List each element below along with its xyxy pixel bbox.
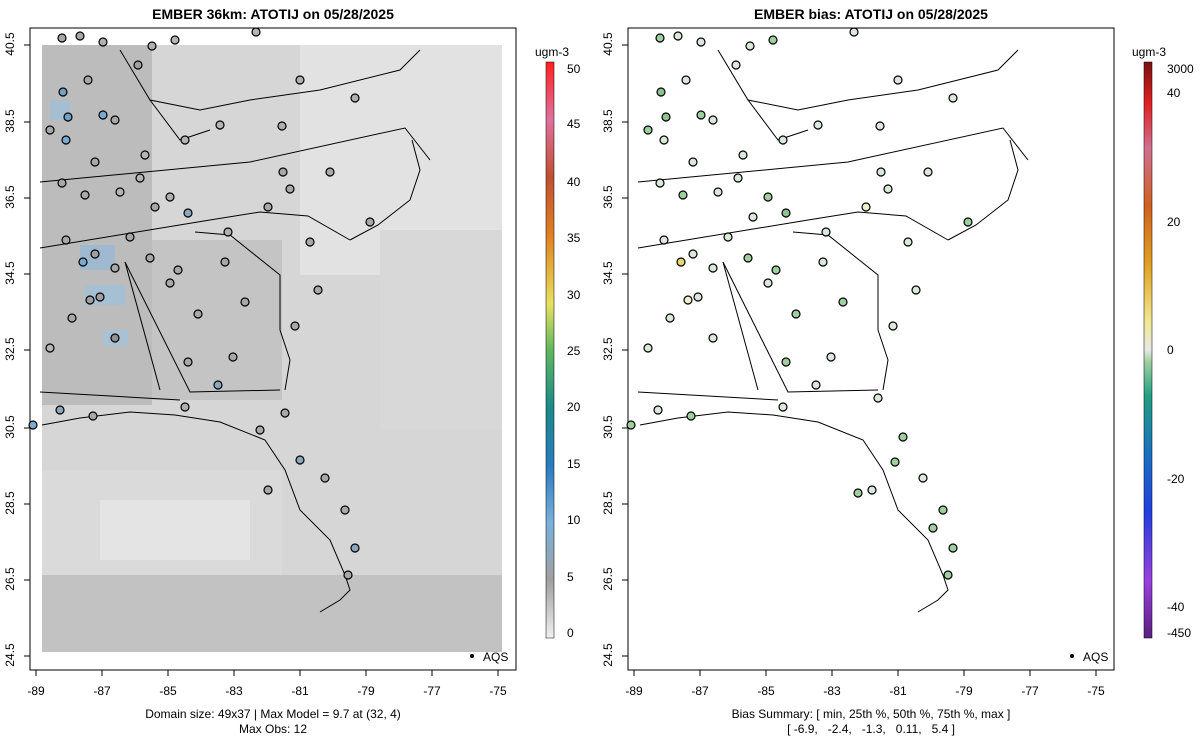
right-colorbar-tick: 20 [1167,215,1181,229]
right-x-tick-label: -79 [955,684,973,698]
right-colorbar-tick: 0 [1167,343,1174,357]
left-colorbar-tick: 25 [567,344,581,358]
left-x-tick-label: -77 [423,684,441,698]
left-colorbar-tick: 50 [567,62,581,76]
left-x-tick-label: -81 [291,684,309,698]
right-y-tick-label: 36.5 [601,185,615,209]
left-colorbar-tick: 35 [567,231,581,245]
right-x-tick-label: -81 [889,684,907,698]
left-x-tick-label: -75 [489,684,507,698]
left-x-ticks [35,670,499,676]
right-colorbar-tick: -20 [1167,472,1185,486]
right-x-tick-label: -83 [823,684,841,698]
left-colorbar-tick: 10 [567,513,581,527]
left-y-ticks [24,44,30,657]
left-sites [28,27,375,580]
left-colorbar-tick: 15 [567,457,581,471]
right-colorbar-tick: 3000 [1167,62,1194,76]
right-x-tick-label: -87 [691,684,709,698]
right-x-tick-label: -85 [757,684,775,698]
right-sites [626,27,973,580]
right-colorbar-tick: -40 [1167,600,1185,614]
right-footer-line1: Bias Summary: [ min, 25th %, 50th %, 75t… [731,707,1011,721]
left-x-tick-label: -87 [93,684,111,698]
right-boundaries [637,49,1029,613]
right-panel-title: EMBER bias: ATOTIJ on 05/28/2025 [754,6,988,22]
right-x-tick-label: -75 [1087,684,1105,698]
right-y-tick-label: 34.5 [601,261,615,285]
right-y-tick-label: 32.5 [601,337,615,361]
left-legend-label: AQS [483,650,509,664]
left-footer-line2: Max Obs: 12 [238,722,308,736]
right-colorbar-tick: 40 [1167,86,1181,100]
left-colorbar-tick: 40 [567,175,581,189]
left-model-grid [42,45,502,652]
left-colorbar-tick: 45 [567,117,581,131]
left-x-tick-label: -79 [357,684,375,698]
left-panel-title: EMBER 36km: ATOTIJ on 05/28/2025 [152,6,394,22]
right-colorbar [1143,61,1153,639]
left-x-tick-label: -85 [159,684,177,698]
left-colorbar-tick: 0 [567,626,574,640]
right-legend-marker [1070,654,1074,658]
left-colorbar-tick: 20 [567,400,581,414]
left-boundaries [39,49,431,613]
right-y-tick-label: 26.5 [601,567,615,591]
left-footer-line1: Domain size: 49x37 | Max Model = 9.7 at … [145,707,401,721]
left-colorbar-tick: 30 [567,288,581,302]
left-x-tick-label: -89 [27,684,45,698]
right-y-tick-label: 24.5 [601,643,615,667]
right-x-tick-label: -89 [625,684,643,698]
right-legend-label: AQS [1083,650,1109,664]
left-legend-marker [470,654,474,658]
right-x-tick-label: -77 [1021,684,1039,698]
left-colorbar-unit: ugm-3 [535,45,570,59]
left-colorbar [545,61,555,639]
left-x-tick-label: -83 [225,684,243,698]
right-y-tick-label: 40.5 [601,32,615,56]
right-y-tick-label: 30.5 [601,415,615,439]
left-colorbar-tick: 5 [567,570,574,584]
right-colorbar-unit: ugm-3 [1132,45,1167,59]
right-y-tick-label: 28.5 [601,491,615,515]
right-y-ticks [622,44,628,657]
right-footer-line2: [ -6.9, -2.4, -1.3, 0.11, 5.4 ] [787,722,955,736]
right-y-tick-label: 38.5 [601,109,615,133]
right-x-ticks [633,670,1097,676]
right-colorbar-tick: -450 [1167,626,1192,640]
